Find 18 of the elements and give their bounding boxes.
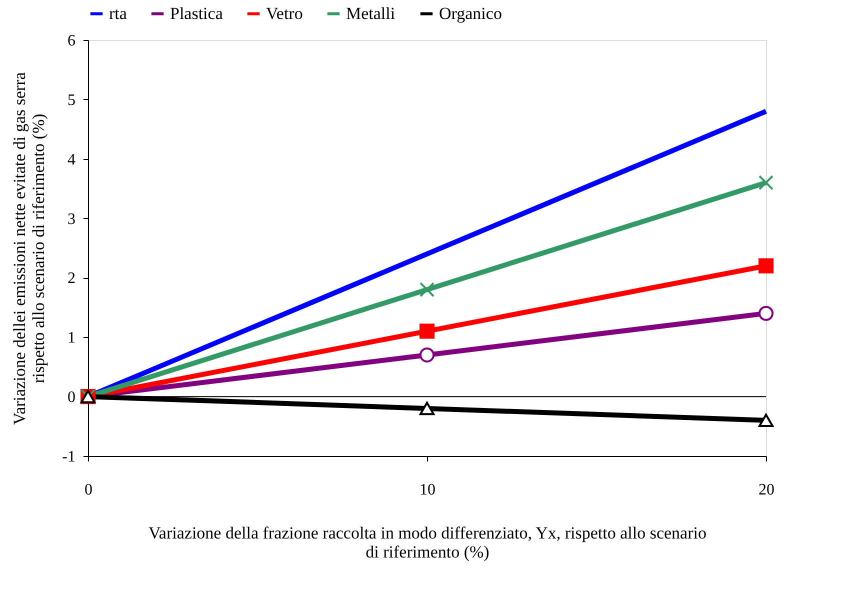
y-tick-label: 0 [68,389,76,406]
x-tick-label: 20 [758,482,774,498]
y-tick-label: 5 [68,92,76,109]
x-tick-label: 10 [420,482,436,498]
y-tick-label: 2 [68,270,76,288]
legend-label: Plastica [170,4,224,23]
y-tick-label: 1 [68,330,76,347]
legend-label: rta [109,4,128,23]
y-tick-label: 4 [68,151,76,168]
y-tick-label: 6 [68,32,76,50]
x-axis-title: Variazione della frazione raccolta in modo differenziato, Yx, rispetto allo scenario di riferimento (%) [148,524,706,562]
legend-label: Metalli [346,4,396,23]
legend-label: Organico [439,4,502,23]
y-tick-label: -1 [62,448,76,466]
x-tick-label: 0 [84,482,92,498]
legend-label: Vetro [266,4,303,23]
y-tick-label: 3 [68,210,76,228]
y-axis-title: Variazione dellei emissioni nette evitate di gas serra rispetto allo scenario di riferimento (%) [10,72,48,425]
